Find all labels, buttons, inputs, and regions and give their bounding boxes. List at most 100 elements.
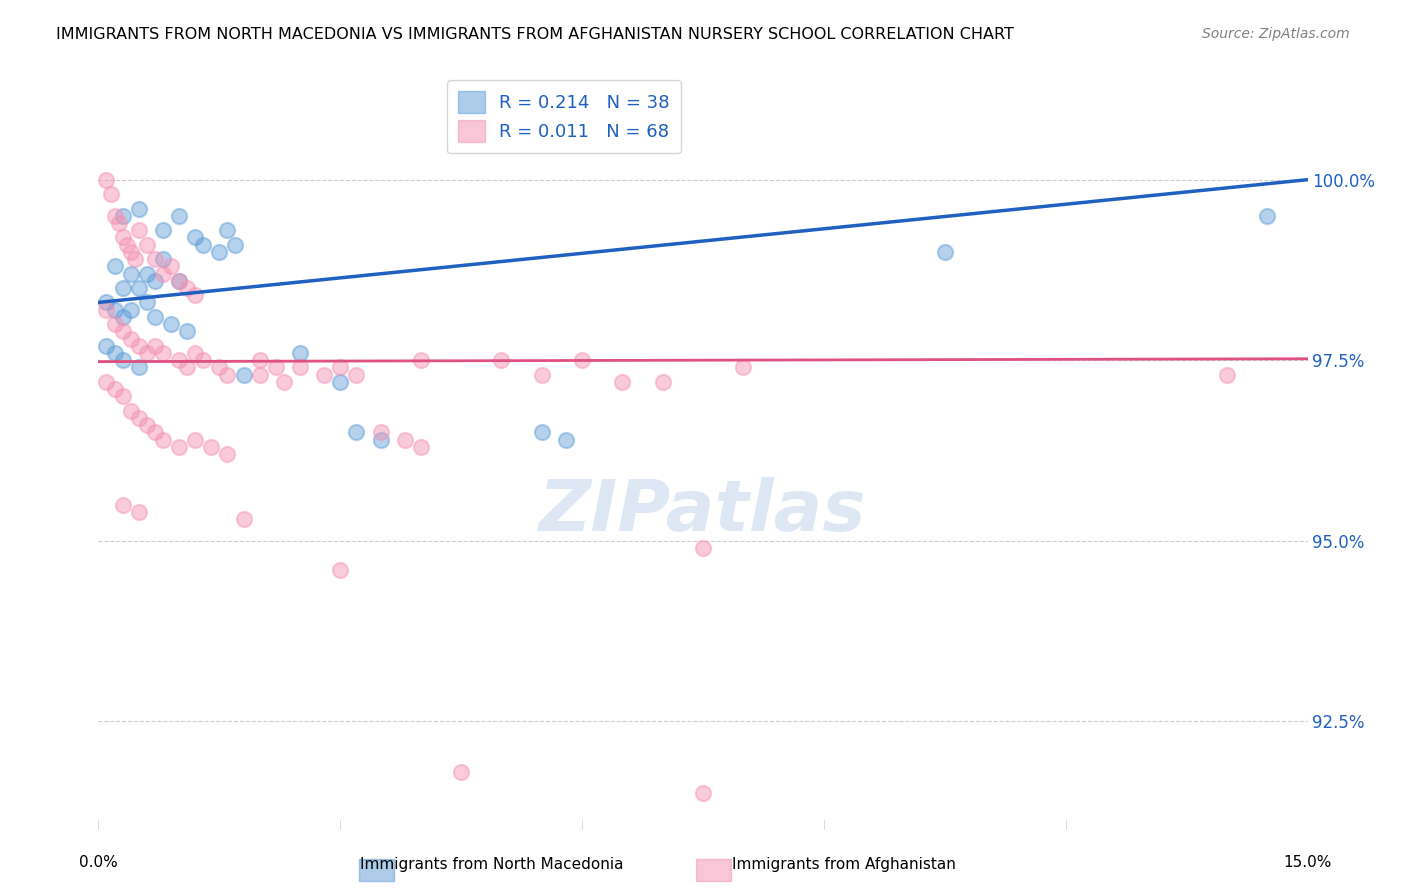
Point: [111, 353, 134, 368]
Point: [152, 223, 174, 237]
Point: [232, 512, 254, 526]
Text: Immigrants from Afghanistan: Immigrants from Afghanistan: [731, 857, 956, 872]
Point: [491, 353, 513, 368]
Point: [1216, 368, 1239, 382]
Point: [100, 187, 122, 202]
Point: [111, 230, 134, 244]
Point: [217, 368, 239, 382]
Point: [224, 237, 246, 252]
Point: [167, 274, 190, 288]
Point: [249, 368, 271, 382]
Point: [200, 440, 222, 454]
Point: [135, 418, 157, 433]
Point: [128, 360, 150, 375]
Point: [103, 382, 125, 396]
Point: [184, 288, 207, 302]
Point: [120, 267, 142, 281]
Text: IMMIGRANTS FROM NORTH MACEDONIA VS IMMIGRANTS FROM AFGHANISTAN NURSERY SCHOOL CO: IMMIGRANTS FROM NORTH MACEDONIA VS IMMIG…: [56, 27, 1014, 42]
Point: [135, 267, 157, 281]
Text: ZIPatlas: ZIPatlas: [540, 476, 866, 546]
Point: [394, 433, 416, 447]
Point: [103, 302, 125, 317]
Point: [111, 281, 134, 295]
Point: [555, 433, 578, 447]
Point: [96, 172, 118, 186]
Point: [329, 563, 352, 577]
Point: [409, 440, 432, 454]
Point: [120, 244, 142, 259]
Point: [167, 440, 190, 454]
Point: [103, 317, 125, 331]
Point: [167, 274, 190, 288]
Point: [184, 230, 207, 244]
Point: [288, 360, 311, 375]
Point: [143, 425, 166, 440]
Point: [288, 346, 311, 360]
Point: [530, 368, 553, 382]
Point: [217, 223, 239, 237]
Point: [370, 433, 392, 447]
Point: [103, 260, 125, 274]
Point: [135, 346, 157, 360]
Point: [934, 244, 956, 259]
Point: [232, 368, 254, 382]
Point: [184, 346, 207, 360]
Point: [273, 375, 295, 389]
Point: [111, 209, 134, 223]
Point: [193, 353, 215, 368]
Point: [152, 267, 174, 281]
Point: [160, 260, 183, 274]
Point: [651, 375, 673, 389]
Point: [167, 209, 190, 223]
Point: [124, 252, 146, 266]
Point: [160, 317, 183, 331]
Point: [135, 237, 157, 252]
Point: [208, 244, 231, 259]
Point: [103, 346, 125, 360]
Text: 0.0%: 0.0%: [79, 855, 118, 870]
Point: [96, 295, 118, 310]
Point: [208, 360, 231, 375]
Point: [96, 339, 118, 353]
Point: [143, 274, 166, 288]
Point: [115, 237, 138, 252]
Point: [249, 353, 271, 368]
Point: [103, 209, 125, 223]
Point: [128, 411, 150, 425]
Point: [135, 295, 157, 310]
Point: [128, 202, 150, 216]
Point: [193, 237, 215, 252]
Point: [264, 360, 287, 375]
Point: [96, 302, 118, 317]
Point: [107, 216, 129, 230]
Point: [120, 403, 142, 417]
Point: [344, 368, 367, 382]
Point: [450, 764, 472, 779]
Point: [167, 353, 190, 368]
Point: [370, 425, 392, 440]
Point: [111, 498, 134, 512]
Point: [176, 324, 198, 338]
Point: [612, 375, 634, 389]
Point: [152, 346, 174, 360]
Point: [128, 223, 150, 237]
Point: [111, 389, 134, 403]
Point: [143, 339, 166, 353]
Point: [733, 360, 755, 375]
Legend: R = 0.214   N = 38, R = 0.011   N = 68: R = 0.214 N = 38, R = 0.011 N = 68: [447, 80, 681, 153]
Point: [344, 425, 367, 440]
Point: [143, 310, 166, 324]
Point: [314, 368, 336, 382]
Point: [692, 541, 714, 555]
Point: [152, 252, 174, 266]
Text: Source: ZipAtlas.com: Source: ZipAtlas.com: [1202, 27, 1350, 41]
Point: [184, 433, 207, 447]
Point: [128, 505, 150, 519]
Point: [176, 281, 198, 295]
Point: [152, 433, 174, 447]
Point: [530, 425, 553, 440]
Point: [111, 324, 134, 338]
Text: 15.0%: 15.0%: [1284, 855, 1331, 870]
Point: [571, 353, 593, 368]
Point: [409, 353, 432, 368]
